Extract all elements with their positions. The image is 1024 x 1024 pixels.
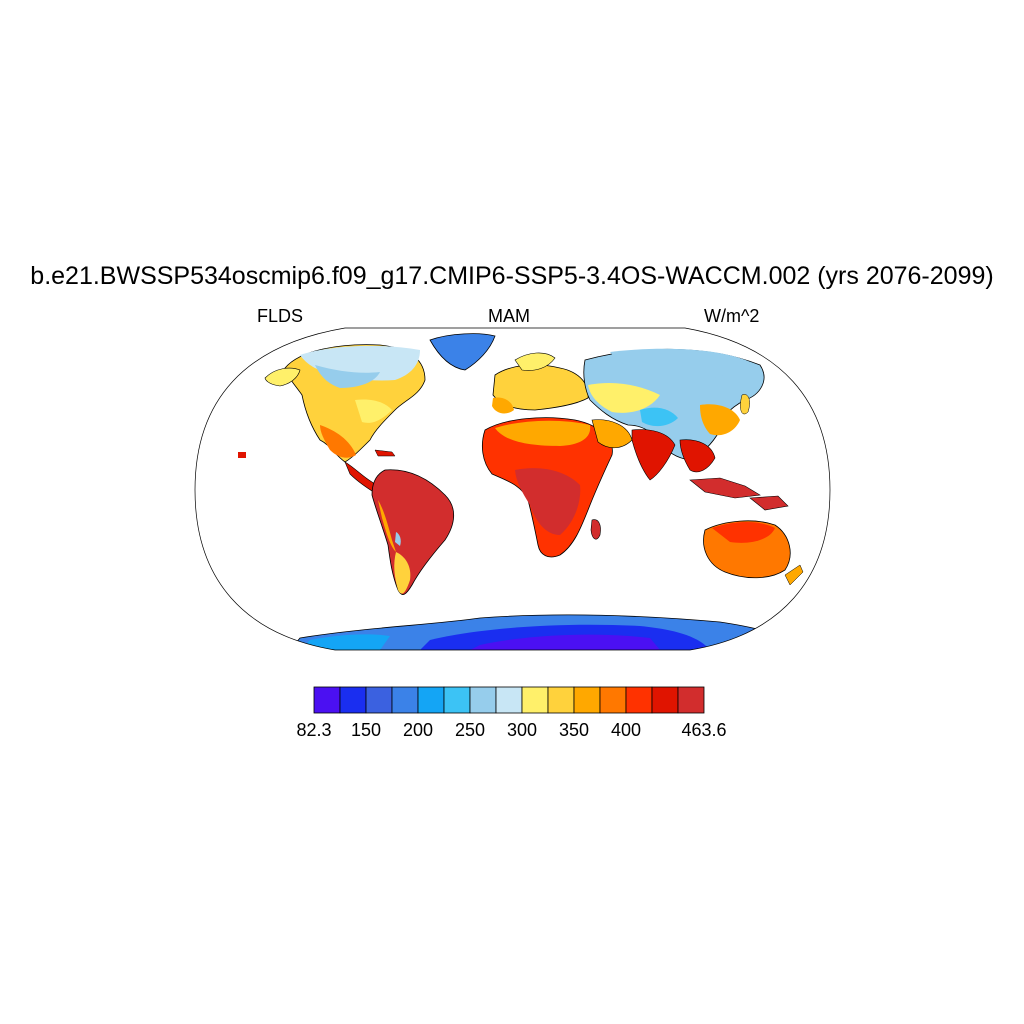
colorbar-tick-label: 400 (611, 720, 641, 740)
new-zealand (784, 564, 804, 586)
south-america (371, 469, 455, 595)
variable-label: FLDS (257, 306, 304, 326)
colorbar-tick-label: 82.3 (296, 720, 331, 740)
colorbar-swatch (391, 686, 419, 714)
altiplano (395, 532, 401, 546)
colorbar-swatch (417, 686, 445, 714)
north-america-boreal (315, 365, 380, 388)
colorbar-tick-label: 463.6 (681, 720, 726, 740)
colorbar-swatch (625, 686, 653, 714)
colorbar-swatch (495, 686, 523, 714)
southeast-asia (679, 439, 716, 473)
colorbar-swatch (573, 686, 601, 714)
japan (740, 394, 750, 415)
siberia (610, 348, 750, 380)
hawaii (238, 452, 246, 458)
scandinavia (514, 352, 556, 371)
colorbar-swatch (547, 686, 575, 714)
sahara (495, 420, 591, 446)
colorbar-swatch (339, 686, 367, 714)
north-america-south (320, 425, 356, 458)
colorbar-tick-label: 250 (455, 720, 485, 740)
colorbar-swatch (651, 686, 679, 714)
indonesia (689, 477, 761, 499)
colorbar-swatch (443, 686, 471, 714)
units-label: W/m^2 (704, 306, 760, 326)
andes-strip (378, 500, 396, 552)
antarctica-edge (300, 634, 390, 650)
colorbar-swatch (365, 686, 393, 714)
colorbar-swatch (521, 686, 549, 714)
east-asia (700, 404, 740, 436)
tibetan-plateau (640, 407, 678, 427)
greenland (429, 333, 496, 371)
colorbar-tick-label: 200 (403, 720, 433, 740)
season-label: MAM (488, 306, 530, 326)
new-guinea (749, 495, 789, 511)
colorbar-tick-label: 350 (559, 720, 589, 740)
colorbar-swatch (599, 686, 627, 714)
madagascar (590, 519, 601, 540)
alaska (264, 367, 301, 387)
iberia (492, 397, 514, 414)
patagonia (394, 552, 411, 594)
central-africa (515, 468, 581, 535)
north-america-east (355, 399, 392, 423)
plot-title: b.e21.BWSSP534oscmip6.f09_g17.CMIP6-SSP5… (30, 262, 994, 290)
caribbean (374, 449, 396, 457)
central-asia (588, 383, 660, 413)
antarctica-core (470, 634, 660, 650)
india (631, 429, 676, 481)
colorbar-swatch (313, 686, 341, 714)
colorbar-tick-label: 300 (507, 720, 537, 740)
australia-north (712, 522, 775, 543)
colorbar-swatch (469, 686, 497, 714)
colorbar-tick-label: 150 (351, 720, 381, 740)
globe-outline (194, 327, 831, 651)
colorbar-swatch (677, 686, 705, 714)
